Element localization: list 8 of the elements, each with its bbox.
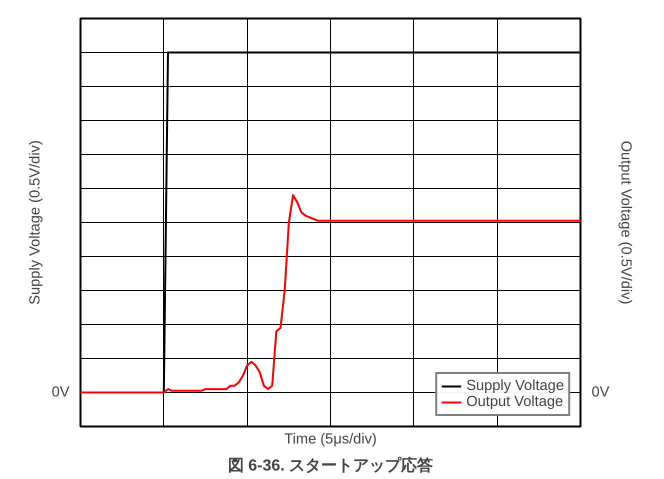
y-axis-title: Supply Voltage (0.5V/div) (28, 140, 44, 305)
text: 0V (592, 384, 610, 400)
legend-label: Output Voltage (466, 394, 564, 410)
legend-label: Supply Voltage (466, 378, 564, 394)
text: 図 6-36. スタートアップ応答 (228, 456, 434, 474)
x-axis-title: Time (5μs/div) (284, 432, 377, 448)
text: 0V (52, 384, 70, 400)
y2-axis-title: Output Voltage (0.5V/div) (617, 140, 634, 304)
